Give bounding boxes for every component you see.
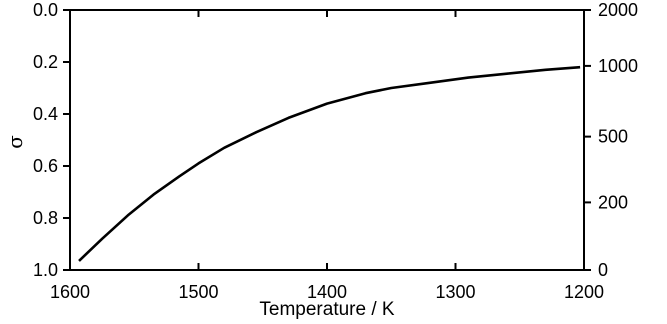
right-axis-tick-label: 200 [598, 192, 628, 212]
x-tick-label: 1500 [178, 282, 218, 302]
y-tick-label: 1.0 [33, 260, 58, 280]
x-tick-label: 1400 [307, 282, 347, 302]
x-tick-label: 1600 [50, 282, 90, 302]
y-axis-title: σ [3, 135, 27, 149]
x-tick-label: 1300 [435, 282, 475, 302]
data-series-line-0 [78, 65, 581, 262]
y-tick-label: 0.2 [33, 52, 58, 72]
y-tick-label: 0.0 [33, 0, 58, 20]
plot-frame [69, 9, 585, 271]
right-axis-tick-label: 500 [598, 127, 628, 147]
x-tick-label: 1200 [564, 282, 604, 302]
x-axis-title: Temperature / K [259, 299, 394, 320]
y-tick-label: 0.4 [33, 104, 58, 124]
right-axis-tick-label: 2000 [598, 0, 638, 20]
right-axis-tick-label: 0 [598, 260, 608, 280]
y-tick-label: 0.6 [33, 156, 58, 176]
chart-marks: 1600 1500 1400 1300 1200 0.0 0.2 0.4 0.6 0.8 1.0 20… [33, 0, 638, 302]
right-axis-tick-label: 1000 [598, 56, 638, 76]
y-tick-label: 0.8 [33, 208, 58, 228]
